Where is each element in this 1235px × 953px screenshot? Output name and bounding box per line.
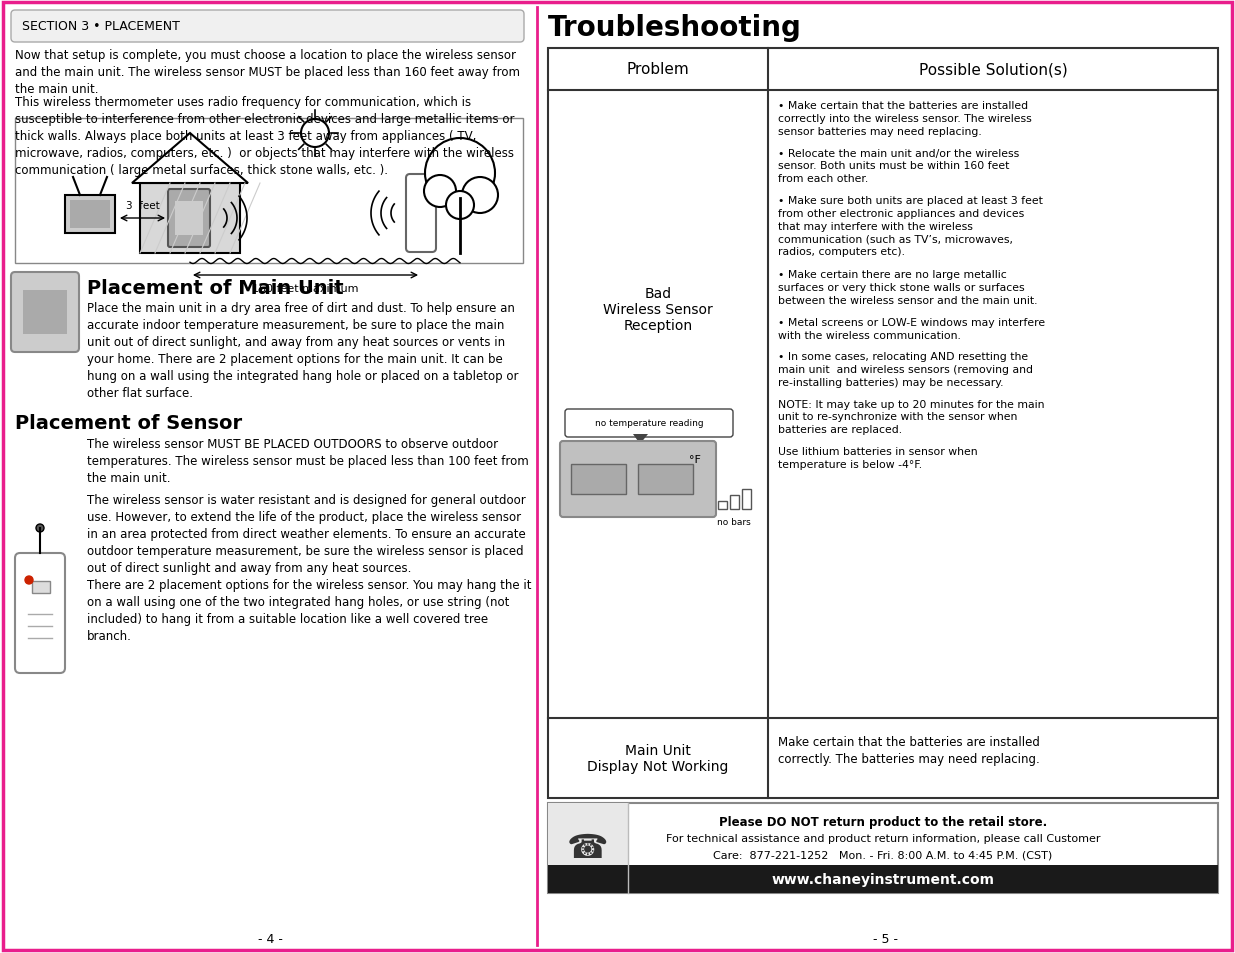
FancyBboxPatch shape — [559, 441, 716, 517]
Text: Troubleshooting: Troubleshooting — [548, 14, 802, 42]
Text: Bad
Wireless Sensor
Reception: Bad Wireless Sensor Reception — [603, 287, 713, 333]
Bar — [742, 490, 751, 510]
Bar — [32, 581, 49, 594]
Text: Care:  877-221-1252   Mon. - Fri. 8:00 A.M. to 4:45 P.M. (CST): Care: 877-221-1252 Mon. - Fri. 8:00 A.M.… — [714, 850, 1052, 861]
Text: Possible Solution(s): Possible Solution(s) — [919, 63, 1067, 77]
Text: Problem: Problem — [626, 63, 689, 77]
Circle shape — [462, 178, 498, 213]
Text: 3  feet: 3 feet — [126, 201, 159, 211]
Bar — [548, 865, 1218, 893]
Text: There are 2 placement options for the wireless sensor. You may hang the it
on a : There are 2 placement options for the wi… — [86, 578, 531, 642]
Bar — [730, 496, 739, 510]
Text: • Make sure both units are placed at least 3 feet
from other electronic applianc: • Make sure both units are placed at lea… — [778, 195, 1042, 257]
Bar — [548, 49, 1218, 799]
Bar — [65, 195, 115, 233]
Text: Now that setup is complete, you must choose a location to place the wireless sen: Now that setup is complete, you must cho… — [15, 49, 520, 96]
Bar — [638, 464, 693, 495]
Text: Make certain that the batteries are installed
correctly. The batteries may need : Make certain that the batteries are inst… — [778, 735, 1040, 765]
Circle shape — [25, 577, 33, 584]
Circle shape — [446, 192, 474, 220]
Circle shape — [301, 120, 329, 148]
Text: Placement of Sensor: Placement of Sensor — [15, 414, 242, 433]
Text: Please DO NOT return product to the retail store.: Please DO NOT return product to the reta… — [719, 815, 1047, 828]
FancyBboxPatch shape — [406, 174, 436, 253]
Bar — [140, 184, 240, 253]
Bar — [70, 201, 110, 229]
Text: • Make certain that the batteries are installed
correctly into the wireless sens: • Make certain that the batteries are in… — [778, 101, 1031, 136]
Bar — [548, 803, 1218, 893]
FancyBboxPatch shape — [15, 554, 65, 673]
Polygon shape — [132, 133, 248, 184]
Text: no temperature reading: no temperature reading — [595, 419, 703, 428]
Bar — [548, 803, 629, 893]
Text: www.chaneyinstrument.com: www.chaneyinstrument.com — [772, 872, 994, 886]
Circle shape — [424, 175, 456, 208]
Text: Placement of Main Unit: Placement of Main Unit — [86, 278, 343, 297]
Text: 160 feet maximum: 160 feet maximum — [252, 284, 358, 294]
Circle shape — [36, 524, 44, 533]
Text: ☎: ☎ — [567, 832, 609, 864]
Bar — [23, 291, 67, 335]
FancyBboxPatch shape — [564, 410, 734, 437]
Text: • Make certain there are no large metallic
surfaces or very thick stone walls or: • Make certain there are no large metall… — [778, 271, 1037, 306]
Bar — [15, 119, 522, 264]
Circle shape — [425, 139, 495, 209]
Polygon shape — [634, 435, 648, 444]
FancyBboxPatch shape — [11, 11, 524, 43]
Text: • Metal screens or LOW-E windows may interfere
with the wireless communication.: • Metal screens or LOW-E windows may int… — [778, 317, 1045, 340]
Text: The wireless sensor is water resistant and is designed for general outdoor
use. : The wireless sensor is water resistant a… — [86, 494, 526, 575]
Text: NOTE: It may take up to 20 minutes for the main
unit to re-synchronize with the : NOTE: It may take up to 20 minutes for t… — [778, 399, 1045, 435]
Text: no bars: no bars — [718, 517, 751, 526]
Text: SECTION 3 • PLACEMENT: SECTION 3 • PLACEMENT — [22, 20, 180, 33]
Text: • Relocate the main unit and/or the wireless
sensor. Both units must be within 1: • Relocate the main unit and/or the wire… — [778, 149, 1019, 184]
FancyBboxPatch shape — [11, 273, 79, 353]
Text: - 4 -: - 4 - — [258, 933, 283, 945]
Text: • In some cases, relocating AND resetting the
main unit  and wireless sensors (r: • In some cases, relocating AND resettin… — [778, 352, 1032, 387]
Text: Use lithium batteries in sensor when
temperature is below -4°F.: Use lithium batteries in sensor when tem… — [778, 447, 978, 469]
Text: - 5 -: - 5 - — [873, 933, 898, 945]
Text: Place the main unit in a dry area free of dirt and dust. To help ensure an
accur: Place the main unit in a dry area free o… — [86, 302, 519, 399]
Bar — [718, 501, 727, 510]
Text: This wireless thermometer uses radio frequency for communication, which is
susce: This wireless thermometer uses radio fre… — [15, 96, 515, 177]
Text: Main Unit
Display Not Working: Main Unit Display Not Working — [588, 743, 729, 773]
Bar — [175, 202, 203, 235]
Text: For technical assistance and product return information, please call Customer: For technical assistance and product ret… — [666, 833, 1100, 843]
Text: °F: °F — [689, 455, 701, 464]
Bar — [571, 464, 626, 495]
FancyBboxPatch shape — [168, 190, 210, 248]
Text: The wireless sensor MUST BE PLACED OUTDOORS to observe outdoor
temperatures. The: The wireless sensor MUST BE PLACED OUTDO… — [86, 437, 529, 484]
